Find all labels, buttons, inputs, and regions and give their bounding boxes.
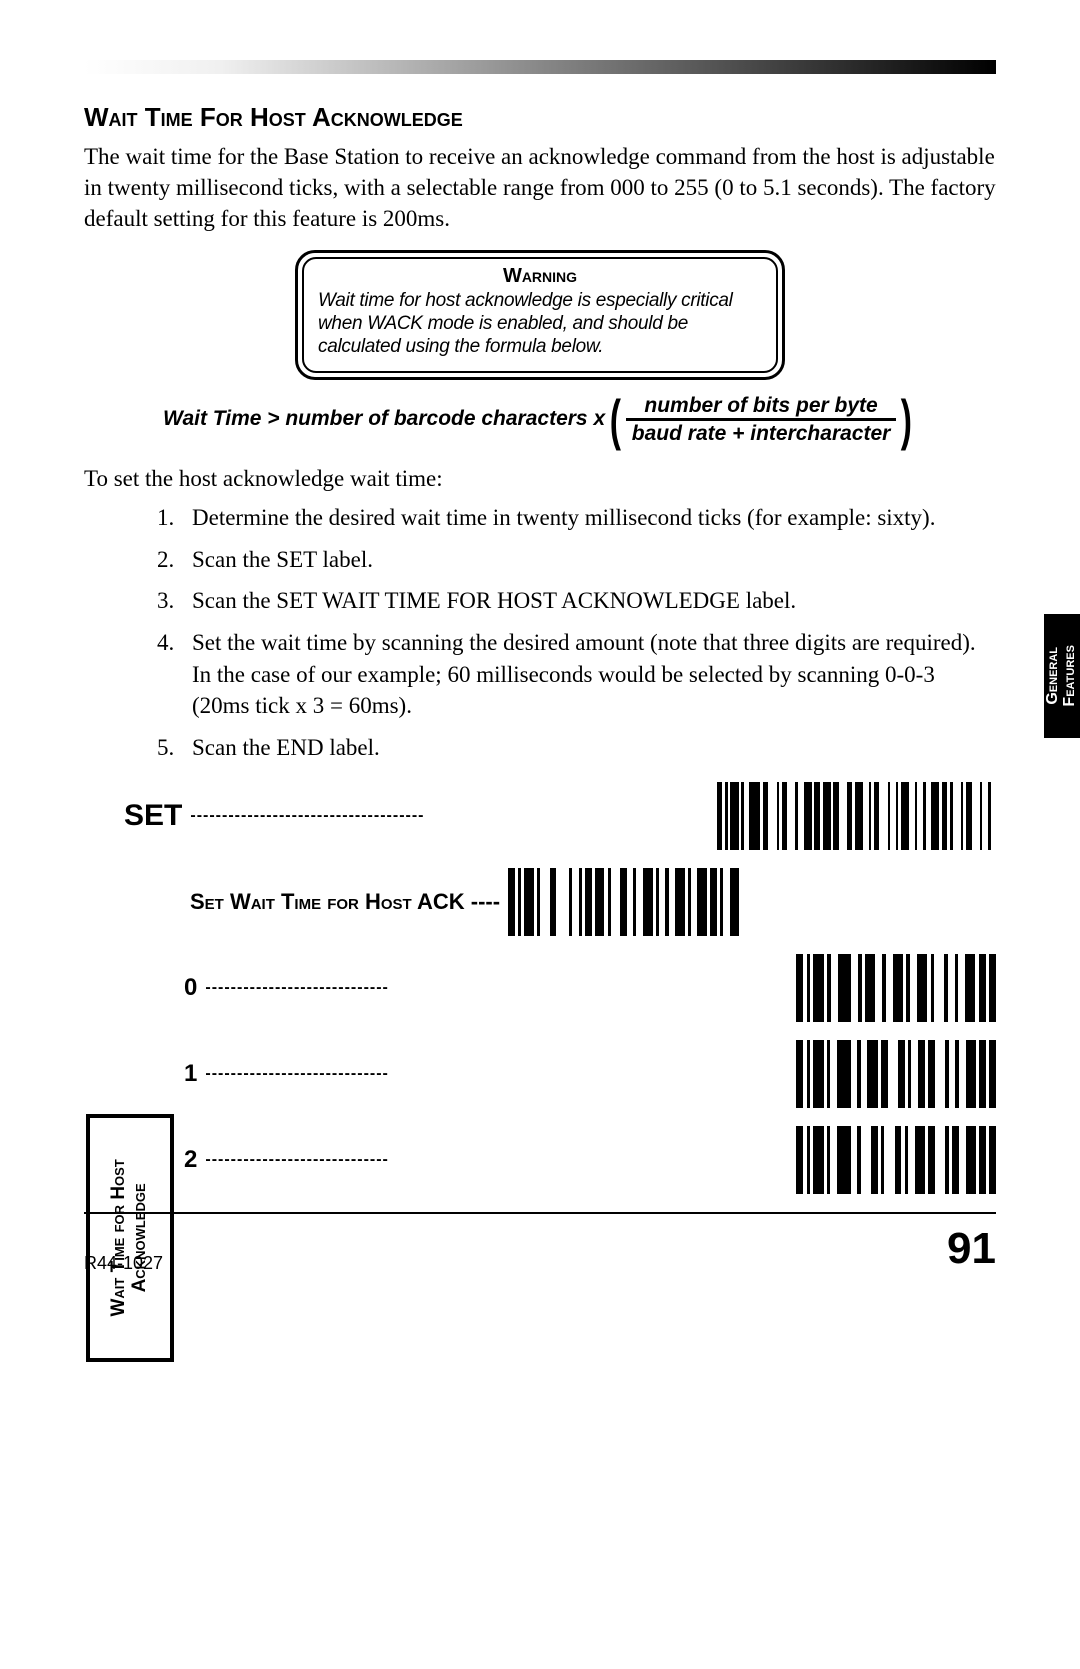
barcode-0 (796, 954, 996, 1022)
dashes: ----------------------------- (197, 979, 796, 997)
footer: R44-1027 91 (84, 1224, 996, 1274)
header-gradient-rule (84, 60, 996, 74)
formula-fraction: number of bits per byte baud rate + inte… (626, 394, 897, 445)
side-tab-label: GeneralFeatures (1045, 645, 1079, 707)
barcode-row-1: 1 ----------------------------- (84, 1040, 996, 1108)
digit-1-label: 1 (84, 1060, 197, 1088)
barcode-2 (796, 1126, 996, 1194)
barcode-1 (796, 1040, 996, 1108)
footer-rule (84, 1212, 996, 1214)
barcode-section: SET ------------------------------------… (84, 782, 996, 1194)
step-4: Set the wait time by scanning the desire… (180, 627, 996, 722)
vertical-label-text: Wait Time for HostAcknowledge (109, 1159, 151, 1316)
vertical-label-box: Wait Time for HostAcknowledge (86, 1114, 174, 1362)
dashes: ----------------------------- (197, 1065, 796, 1083)
formula-numerator: number of bits per byte (626, 394, 897, 421)
step-1: Determine the desired wait time in twent… (180, 502, 996, 534)
barcode-row-2: 2 ----------------------------- (84, 1126, 996, 1194)
step-3: Scan the SET WAIT TIME FOR HOST ACKNOWLE… (180, 585, 996, 617)
set-label: SET (84, 799, 182, 833)
section-heading: Wait Time For Host Acknowledge (84, 102, 996, 133)
barcode-row-ack: Set Wait Time for Host ACK ---- (84, 868, 996, 936)
paren-open: ( (609, 400, 621, 439)
warning-body: Wait time for host acknowledge is especi… (318, 290, 762, 358)
barcode-ack (508, 868, 746, 936)
digit-0-label: 0 (84, 974, 197, 1002)
paren-close: ) (900, 400, 912, 439)
barcode-row-0: 0 ----------------------------- (84, 954, 996, 1022)
barcode-set (717, 782, 996, 850)
dashes: ----------------------------- (197, 1151, 796, 1169)
formula: Wait Time > number of barcode characters… (84, 394, 996, 445)
instruction-list: Determine the desired wait time in twent… (180, 502, 996, 764)
intro-paragraph: The wait time for the Base Station to re… (84, 141, 996, 234)
dashes: ------------------------------------- (182, 807, 717, 825)
warning-box: Warning Wait time for host acknowledge i… (295, 250, 785, 379)
step-5: Scan the END label. (180, 732, 996, 764)
ack-label: Set Wait Time for Host ACK ---- (84, 889, 500, 915)
formula-denominator: baud rate + intercharacter (626, 421, 897, 445)
barcode-row-set: SET ------------------------------------… (84, 782, 996, 850)
formula-left: Wait Time > number of barcode characters… (163, 407, 605, 431)
side-tab: GeneralFeatures (1044, 614, 1080, 738)
warning-title: Warning (318, 265, 762, 288)
lead-in: To set the host acknowledge wait time: (84, 463, 996, 494)
step-2: Scan the SET label. (180, 544, 996, 576)
page-number: 91 (947, 1224, 996, 1274)
